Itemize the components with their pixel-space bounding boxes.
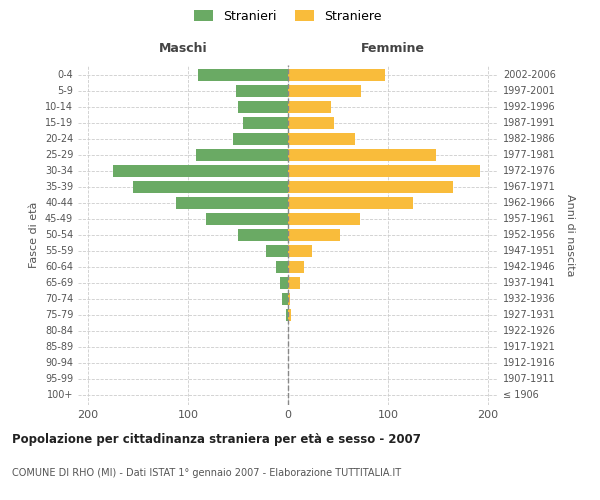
- Bar: [280, 277, 288, 289]
- Bar: [236, 84, 288, 96]
- Bar: [288, 149, 436, 161]
- Bar: [288, 68, 385, 80]
- Bar: [282, 293, 288, 305]
- Bar: [288, 116, 334, 128]
- Bar: [266, 245, 288, 257]
- Bar: [238, 100, 288, 112]
- Bar: [288, 245, 312, 257]
- Bar: [288, 165, 480, 177]
- Bar: [288, 309, 291, 321]
- Bar: [238, 229, 288, 241]
- Bar: [288, 100, 331, 112]
- Bar: [286, 309, 288, 321]
- Bar: [288, 229, 340, 241]
- Bar: [288, 197, 413, 209]
- Text: COMUNE DI RHO (MI) - Dati ISTAT 1° gennaio 2007 - Elaborazione TUTTITALIA.IT: COMUNE DI RHO (MI) - Dati ISTAT 1° genna…: [12, 468, 401, 477]
- Bar: [196, 149, 288, 161]
- Bar: [288, 277, 300, 289]
- Bar: [176, 197, 288, 209]
- Bar: [206, 213, 288, 225]
- Bar: [198, 68, 288, 80]
- Text: Popolazione per cittadinanza straniera per età e sesso - 2007: Popolazione per cittadinanza straniera p…: [12, 432, 421, 446]
- Bar: [288, 84, 361, 96]
- Bar: [233, 133, 288, 145]
- Bar: [276, 261, 288, 273]
- Bar: [288, 261, 304, 273]
- Bar: [113, 165, 288, 177]
- Bar: [133, 181, 288, 193]
- Y-axis label: Anni di nascita: Anni di nascita: [565, 194, 575, 276]
- Bar: [288, 213, 360, 225]
- Bar: [288, 181, 453, 193]
- Bar: [243, 116, 288, 128]
- Legend: Stranieri, Straniere: Stranieri, Straniere: [194, 10, 382, 23]
- Text: Femmine: Femmine: [361, 42, 425, 56]
- Y-axis label: Fasce di età: Fasce di età: [29, 202, 39, 268]
- Text: Maschi: Maschi: [158, 42, 208, 56]
- Bar: [288, 293, 290, 305]
- Bar: [288, 133, 355, 145]
